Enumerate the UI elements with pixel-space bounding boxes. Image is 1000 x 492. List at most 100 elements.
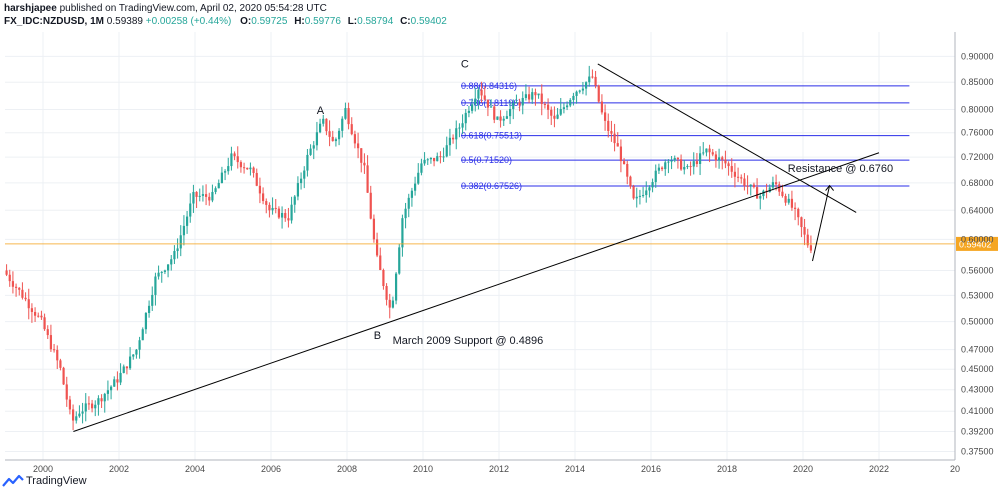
candle-body — [670, 160, 673, 162]
candle-body — [499, 116, 502, 121]
candle-body — [97, 398, 100, 405]
candle-body — [496, 116, 499, 120]
candle — [195, 191, 198, 209]
candle — [185, 210, 189, 234]
candle — [480, 81, 483, 103]
candle — [56, 345, 59, 370]
candle — [325, 118, 328, 136]
candle — [198, 188, 201, 202]
candle-body — [588, 76, 591, 83]
candle-body — [208, 196, 211, 201]
candle-body — [322, 118, 325, 124]
candle — [214, 186, 217, 195]
axes[interactable]: 0.90000 0.85000 0.80000 0.76000 0.72000 0.680… — [5, 32, 994, 474]
candle — [676, 157, 680, 169]
candle — [144, 312, 148, 334]
wave-label: A — [317, 105, 325, 117]
candle — [287, 207, 290, 228]
candle-body — [483, 95, 486, 100]
candle-body — [455, 128, 458, 140]
chart-header: harshjapee published on TradingView.com,… — [0, 0, 1000, 30]
candle-body — [781, 191, 784, 197]
author-name[interactable]: harshjapee — [4, 3, 57, 14]
candle-body — [106, 390, 110, 394]
candle-body — [350, 124, 353, 135]
candle — [635, 187, 638, 208]
candle — [524, 84, 528, 101]
candle — [800, 216, 803, 238]
candle-body — [24, 297, 27, 300]
candle-body — [277, 208, 281, 218]
low-value: 0.58794 — [357, 16, 394, 27]
candle — [170, 254, 173, 271]
candle — [290, 196, 293, 224]
candle — [451, 134, 455, 144]
candle — [660, 166, 664, 172]
grid — [5, 32, 956, 460]
support-trendline[interactable] — [73, 152, 880, 432]
trendlines[interactable] — [73, 63, 880, 432]
candle-body — [356, 143, 360, 149]
candle — [657, 163, 661, 175]
candle-body — [8, 274, 11, 282]
candle-body — [654, 170, 657, 183]
candle — [417, 163, 420, 185]
candle-body — [268, 204, 271, 211]
candle-body — [664, 162, 667, 170]
candle — [208, 192, 211, 206]
candle — [337, 128, 341, 146]
candle-body — [521, 97, 524, 106]
candle — [268, 202, 271, 218]
price-tick-label: 0.60000 — [961, 234, 994, 244]
candle-body — [410, 190, 414, 198]
candle — [588, 65, 591, 87]
candle — [372, 214, 376, 243]
candle-body — [686, 166, 689, 168]
candle-body — [610, 131, 613, 134]
candle — [52, 343, 56, 353]
candle-body — [296, 183, 300, 197]
candle — [369, 185, 372, 220]
candle-body — [157, 272, 160, 277]
candle-body — [632, 186, 635, 199]
candle-body — [740, 177, 743, 179]
candle — [429, 157, 433, 164]
candle-body — [565, 105, 569, 108]
tradingview-footer[interactable]: TradingView — [2, 472, 87, 490]
resistance-trendline[interactable] — [597, 63, 857, 213]
candle — [432, 157, 436, 167]
candle-body — [638, 195, 642, 197]
candle-body — [21, 289, 24, 298]
candle — [499, 110, 502, 128]
candle-body — [49, 335, 53, 350]
candle — [43, 313, 46, 331]
candle-body — [790, 198, 794, 208]
candle-body — [87, 403, 91, 405]
candle — [730, 158, 733, 178]
candle-body — [185, 216, 189, 226]
candle-body — [616, 143, 619, 147]
projection-line[interactable] — [812, 185, 831, 262]
candle-body — [584, 82, 588, 89]
time-tick-label: 20 — [950, 464, 960, 474]
candle — [537, 93, 540, 99]
candle — [458, 123, 461, 138]
candle-body — [543, 103, 547, 105]
candle — [312, 141, 315, 160]
candle — [125, 366, 129, 375]
candle — [448, 128, 452, 156]
candle — [515, 94, 518, 104]
candle-body — [40, 315, 43, 318]
candle-body — [755, 187, 759, 199]
candle-body — [369, 192, 372, 219]
candle — [132, 354, 135, 360]
candle-body — [166, 264, 170, 271]
candle — [556, 107, 559, 120]
high-label: H: — [294, 16, 305, 27]
candle-body — [607, 120, 610, 132]
candle — [762, 189, 765, 200]
candle — [787, 193, 790, 205]
candle — [87, 396, 91, 410]
candle-body — [325, 118, 328, 132]
